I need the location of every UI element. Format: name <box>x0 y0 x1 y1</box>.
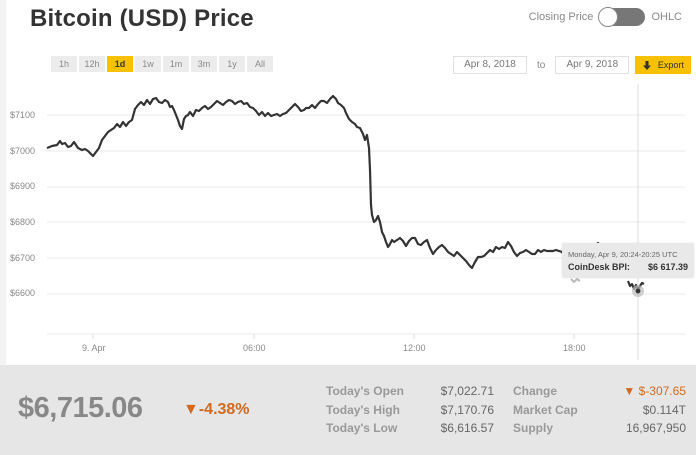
current-price: $6,715.06 <box>18 392 143 424</box>
x-ticks <box>92 334 575 339</box>
price-summary-panel: $6,715.06 ▼-4.38% Today's Open $7,022.71… <box>0 365 696 455</box>
stat-value-low: $6,616.57 <box>440 421 494 435</box>
date-range: Apr 8, 2018 to Apr 9, 2018 Export <box>453 56 692 74</box>
export-label: Export <box>657 60 684 70</box>
stat-label-supply: Supply <box>513 421 554 435</box>
price-line-end <box>626 280 645 292</box>
price-chart[interactable] <box>0 0 696 365</box>
hover-point <box>635 288 641 294</box>
y-tick-label: $7000 <box>10 146 36 156</box>
x-tick-label: 9. Apr <box>82 343 106 353</box>
stats-table: Today's Open $7,022.71 Change ▼ $-307.65… <box>326 384 686 440</box>
stat-row: Today's High $7,170.76 Market Cap $0.114… <box>326 403 686 422</box>
range-button-3m[interactable]: 3m <box>191 56 217 72</box>
range-button-1y[interactable]: 1y <box>219 56 245 72</box>
stat-label-change: Change <box>513 384 558 398</box>
range-button-12h[interactable]: 12h <box>79 56 105 72</box>
y-tick-label: $7100 <box>10 110 36 120</box>
tooltip-date: Monday, Apr 9, 20:24-20:25 UTC <box>568 250 678 259</box>
chart-mode-toggle[interactable] <box>598 7 646 27</box>
date-from-input[interactable]: Apr 8, 2018 <box>453 56 527 74</box>
toggle-knob[interactable] <box>598 7 619 27</box>
y-tick-label: $6700 <box>10 253 36 263</box>
stat-value-supply: 16,967,950 <box>625 421 686 435</box>
stat-row: Today's Low $6,616.57 Supply 16,967,950 <box>326 421 686 440</box>
range-button-all[interactable]: All <box>247 56 273 72</box>
range-button-1m[interactable]: 1m <box>163 56 189 72</box>
chart-tooltip: Monday, Apr 9, 20:24-20:25 UTC CoinDesk … <box>562 243 694 278</box>
stat-label-high: Today's High <box>326 402 400 417</box>
y-tick-label: $6600 <box>10 288 36 298</box>
stat-value-change: ▼ $-307.65 <box>623 384 686 398</box>
export-button[interactable]: Export <box>635 56 692 74</box>
stat-label-low: Today's Low <box>326 421 398 435</box>
price-change-percent: ▼-4.38% <box>183 401 250 418</box>
time-range-selector: 1h 12h 1d 1w 1m 3m 1y All <box>51 56 273 72</box>
x-tick-label: 12:00 <box>403 343 426 353</box>
x-tick-label: 18:00 <box>563 343 586 353</box>
range-button-1d[interactable]: 1d <box>107 56 133 72</box>
stat-row: Today's Open $7,022.71 Change ▼ $-307.65 <box>326 384 686 403</box>
date-to-input[interactable]: Apr 9, 2018 <box>555 56 630 74</box>
range-button-1h[interactable]: 1h <box>51 56 77 72</box>
toggle-label-closing-price: Closing Price <box>528 11 594 23</box>
toggle-label-ohlc: OHLC <box>651 11 682 23</box>
download-arrow-icon <box>642 60 651 70</box>
price-line <box>46 94 565 270</box>
stat-value-high: $7,170.76 <box>440 402 494 417</box>
stat-value-open: $7,022.71 <box>440 384 494 398</box>
x-tick-label: 06:00 <box>243 343 266 353</box>
date-to-label: to <box>537 59 546 71</box>
grid-lines <box>47 114 685 335</box>
chart-mode-toggle-group: Closing Price OHLC <box>528 7 682 27</box>
y-tick-label: $6900 <box>10 181 36 191</box>
y-tick-label: $6800 <box>10 217 36 227</box>
tooltip-label: CoinDesk BPI: <box>568 262 631 272</box>
page-title: Bitcoin (USD) Price <box>30 5 254 32</box>
stat-label-market-cap: Market Cap <box>513 402 578 417</box>
tooltip-value: $6 617.39 <box>647 262 688 272</box>
range-button-1w[interactable]: 1w <box>135 56 161 72</box>
left-border <box>0 0 6 365</box>
stat-label-open: Today's Open <box>326 384 404 398</box>
stat-value-market-cap: $0.114T <box>642 402 686 417</box>
